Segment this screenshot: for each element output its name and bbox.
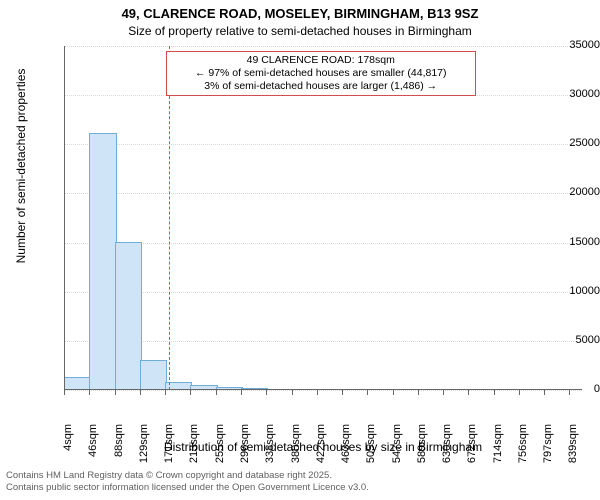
y-tick-label: 20000 — [544, 186, 600, 198]
x-tick — [292, 390, 293, 395]
x-tick-label: 839sqm — [567, 424, 579, 472]
x-tick-label: 672sqm — [466, 424, 478, 472]
gridline — [64, 292, 582, 293]
x-tick-label: 46sqm — [87, 424, 99, 472]
y-tick-label: 5000 — [544, 334, 600, 346]
x-tick — [317, 390, 318, 395]
annotation-line: ← 97% of semi-detached houses are smalle… — [171, 67, 471, 80]
x-tick — [266, 390, 267, 395]
x-tick — [342, 390, 343, 395]
histogram-bar — [89, 133, 116, 390]
annotation-box: 49 CLARENCE ROAD: 178sqm← 97% of semi-de… — [166, 51, 476, 96]
chart-subtitle: Size of property relative to semi-detach… — [0, 24, 600, 38]
x-tick — [494, 390, 495, 395]
y-tick-label: 25000 — [544, 137, 600, 149]
x-tick-label: 589sqm — [416, 424, 428, 472]
x-tick-label: 213sqm — [188, 424, 200, 472]
gridline — [64, 46, 582, 47]
y-tick-label: 15000 — [544, 236, 600, 248]
gridline — [64, 390, 582, 391]
gridline — [64, 243, 582, 244]
histogram-bar — [140, 360, 167, 390]
x-tick-label: 797sqm — [542, 424, 554, 472]
y-tick-label: 30000 — [544, 88, 600, 100]
property-marker-line — [169, 46, 170, 390]
histogram-bar — [115, 242, 142, 390]
x-tick — [216, 390, 217, 395]
x-tick — [519, 390, 520, 395]
x-tick-label: 463sqm — [340, 424, 352, 472]
x-tick-label: 714sqm — [492, 424, 504, 472]
x-tick-label: 171sqm — [163, 424, 175, 472]
x-tick-label: 630sqm — [441, 424, 453, 472]
footer-attribution: Contains HM Land Registry data © Crown c… — [6, 470, 369, 494]
x-tick — [64, 390, 65, 395]
x-axis-line — [64, 389, 582, 390]
x-tick — [190, 390, 191, 395]
x-tick — [367, 390, 368, 395]
x-tick — [140, 390, 141, 395]
x-tick-label: 380sqm — [290, 424, 302, 472]
y-tick-label: 0 — [544, 383, 600, 395]
annotation-line: 49 CLARENCE ROAD: 178sqm — [171, 54, 471, 67]
gridline — [64, 193, 582, 194]
x-tick — [443, 390, 444, 395]
x-tick-label: 547sqm — [391, 424, 403, 472]
x-tick — [393, 390, 394, 395]
x-tick-label: 505sqm — [365, 424, 377, 472]
gridline — [64, 144, 582, 145]
x-tick-label: 4sqm — [62, 424, 74, 472]
x-tick — [418, 390, 419, 395]
x-tick-label: 296sqm — [239, 424, 251, 472]
x-tick-label: 255sqm — [214, 424, 226, 472]
y-tick-label: 10000 — [544, 285, 600, 297]
x-tick-label: 129sqm — [138, 424, 150, 472]
property-size-chart: 49, CLARENCE ROAD, MOSELEY, BIRMINGHAM, … — [0, 0, 600, 500]
y-axis-label: Number of semi-detached properties — [14, 0, 28, 338]
y-axis-line — [64, 46, 65, 390]
gridline — [64, 341, 582, 342]
x-tick-label: 756sqm — [517, 424, 529, 472]
x-tick-label: 422sqm — [315, 424, 327, 472]
chart-title: 49, CLARENCE ROAD, MOSELEY, BIRMINGHAM, … — [0, 6, 600, 21]
plot-area: 49 CLARENCE ROAD: 178sqm← 97% of semi-de… — [64, 46, 582, 390]
y-tick-label: 35000 — [544, 39, 600, 51]
annotation-line: 3% of semi-detached houses are larger (1… — [171, 80, 471, 93]
x-tick — [468, 390, 469, 395]
footer-line-2: Contains public sector information licen… — [6, 482, 369, 493]
x-tick-label: 338sqm — [264, 424, 276, 472]
x-tick-label: 88sqm — [113, 424, 125, 472]
x-tick — [165, 390, 166, 395]
x-tick — [89, 390, 90, 395]
x-tick — [115, 390, 116, 395]
x-tick — [241, 390, 242, 395]
